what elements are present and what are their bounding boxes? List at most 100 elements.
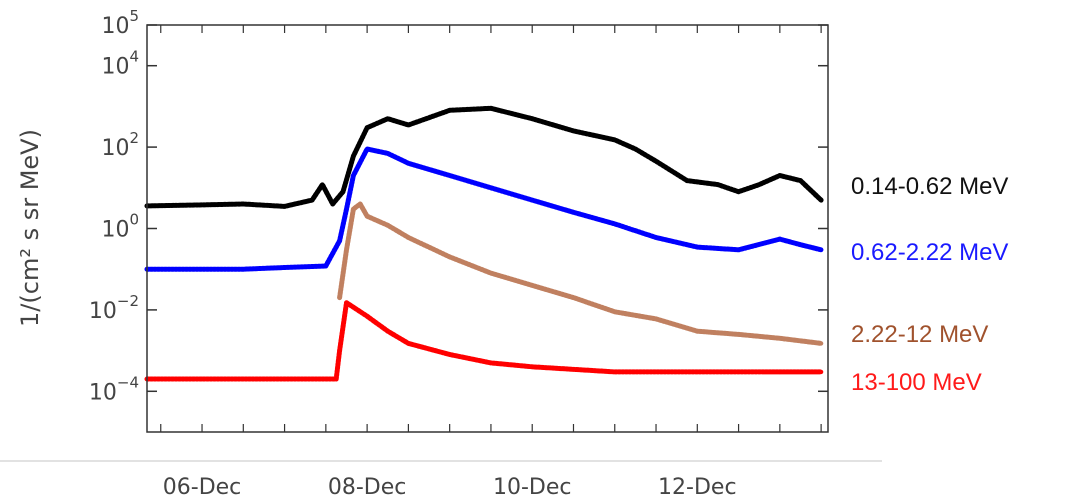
data-point: [488, 185, 494, 190]
data-point: [530, 116, 535, 121]
data-point: [320, 182, 325, 187]
data-point: [818, 341, 824, 346]
data-point: [488, 360, 494, 366]
data-point: [199, 202, 205, 208]
legend: 0.14-0.62 MeV 0.62-2.22 MeV 2.22-12 MeV 13-…: [851, 173, 1008, 396]
data-point: [695, 369, 700, 375]
data-point: [340, 189, 346, 194]
y-axis-title: 1/(cm² s sr MeV): [16, 129, 44, 327]
data-point: [777, 369, 782, 375]
data-point: [612, 221, 617, 227]
data-point: [798, 242, 803, 247]
series-3: [337, 201, 824, 346]
data-point: [406, 161, 411, 166]
data-point: [530, 364, 535, 369]
data-point: [385, 116, 390, 121]
data-point: [406, 235, 411, 240]
data-point: [488, 106, 494, 111]
series-layer: [144, 105, 824, 382]
data-point: [358, 201, 363, 207]
legend-entry: 2.22-12 MeV: [851, 321, 988, 348]
data-point: [777, 173, 782, 178]
data-point: [241, 201, 246, 207]
data-point: [612, 369, 617, 375]
data-point: [337, 348, 342, 353]
series-line: [144, 105, 824, 209]
x-tick-label: 10-Dec: [493, 475, 572, 500]
data-point: [282, 265, 287, 270]
data-point: [777, 236, 782, 242]
data-point: [818, 197, 824, 203]
data-point: [309, 197, 315, 203]
series-line: [144, 146, 824, 272]
data-point: [337, 238, 342, 243]
data-point: [385, 329, 390, 334]
data-point: [351, 173, 356, 178]
series-line: [144, 300, 824, 382]
data-point: [798, 178, 803, 183]
data-point: [344, 300, 349, 305]
series-4: [144, 300, 824, 382]
data-point: [241, 267, 246, 272]
data-point: [612, 309, 617, 314]
data-point: [364, 125, 370, 130]
y-tick-label: 100: [101, 211, 139, 243]
data-point: [447, 173, 452, 178]
data-point: [571, 128, 576, 134]
data-point: [351, 153, 356, 159]
data-point: [282, 376, 287, 382]
data-point: [385, 223, 390, 228]
y-tick-label: 10−2: [89, 292, 139, 324]
data-point: [757, 182, 762, 187]
data-point: [447, 352, 452, 357]
data-point: [736, 332, 741, 337]
data-point: [330, 201, 335, 207]
data-point: [385, 151, 390, 156]
data-point: [633, 146, 638, 152]
y-tick-label: 10−4: [89, 373, 139, 405]
y-tick-label: 104: [101, 48, 139, 80]
x-tick-label: 08-Dec: [328, 475, 407, 500]
data-point: [695, 329, 700, 334]
data-point: [406, 122, 411, 128]
data-point: [323, 263, 328, 269]
y-tick-label: 105: [101, 7, 139, 39]
data-point: [777, 336, 782, 341]
data-point: [406, 341, 411, 346]
data-point: [530, 197, 535, 203]
data-point: [653, 159, 659, 164]
data-point: [364, 146, 370, 152]
data-point: [571, 295, 576, 300]
data-point: [715, 182, 721, 187]
tick-layer: 10−4 10−2 100 102 104 105 06-Dec 08-Dec 10-Dec 12…: [89, 7, 828, 500]
data-point: [334, 376, 339, 382]
data-point: [530, 283, 535, 288]
data-point: [282, 204, 287, 209]
legend-entry: 13-100 MeV: [851, 369, 982, 396]
data-point: [818, 247, 824, 252]
data-point: [653, 316, 659, 322]
x-tick-label: 06-Dec: [163, 475, 242, 500]
legend-entry: 0.62-2.22 MeV: [851, 239, 1008, 266]
data-point: [447, 254, 452, 260]
data-point: [199, 267, 205, 272]
data-point: [447, 108, 452, 113]
data-point: [364, 214, 370, 219]
data-point: [337, 295, 342, 300]
series-2: [144, 146, 824, 272]
series-1: [144, 105, 824, 209]
data-point: [684, 178, 690, 183]
data-point: [364, 314, 370, 319]
data-point: [695, 244, 700, 250]
x-tick-label: 12-Dec: [658, 475, 737, 500]
data-point: [199, 376, 205, 382]
data-point: [344, 206, 349, 212]
data-point: [488, 270, 494, 276]
legend-entry: 0.14-0.62 MeV: [851, 173, 1008, 200]
data-point: [818, 369, 824, 375]
data-point: [344, 247, 349, 252]
data-point: [612, 137, 617, 143]
data-point: [571, 210, 576, 215]
